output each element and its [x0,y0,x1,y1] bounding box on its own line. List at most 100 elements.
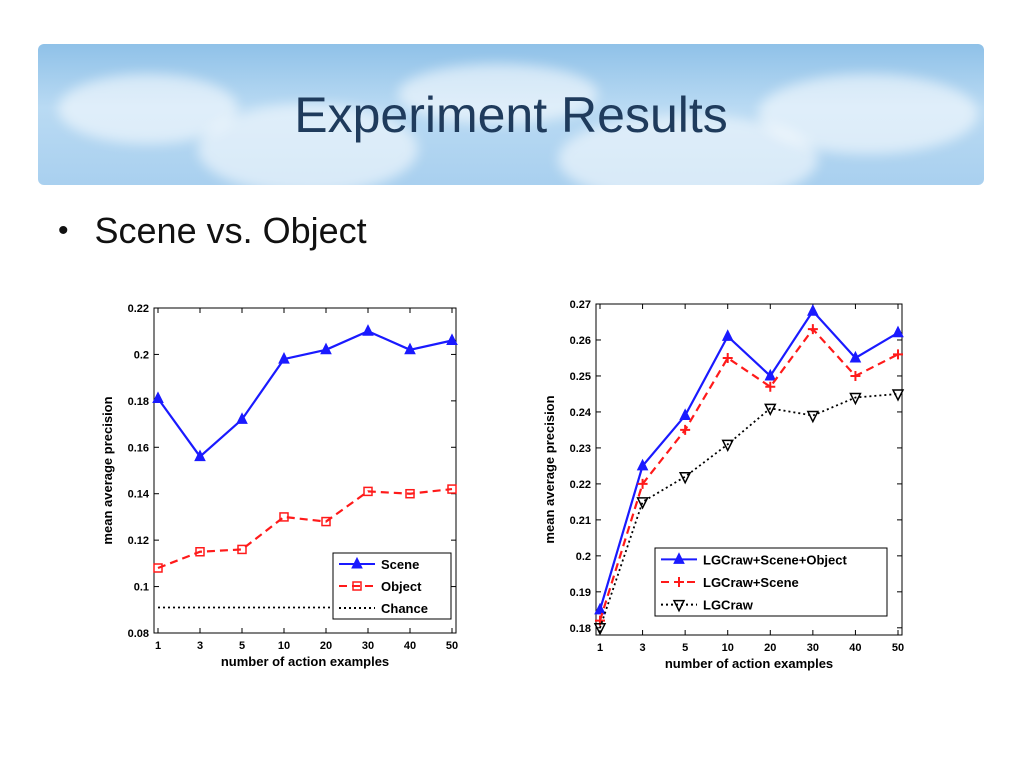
series-line-1 [157,487,453,570]
x-tick-label: 10 [278,640,290,652]
x-tick-label: 50 [892,642,904,654]
y-tick-label: 0.14 [128,489,150,501]
bullet-icon: • [58,214,69,247]
legend-label: LGCraw+Scene [703,575,799,590]
x-tick-label: 3 [197,640,203,652]
data-point-1-2 [680,424,691,435]
y-tick-label: 0.19 [570,587,591,599]
data-point-1-4 [321,516,331,527]
data-point-2-0 [593,623,607,636]
data-point-0-4 [764,368,777,381]
data-point-1-4 [765,381,776,392]
data-point-1-1 [195,547,205,557]
chart-lgcraw-combination: 0.18 0.19 0.2 0.21 0.22 0.23 0.24 0.25 0.26 0.27 1… [542,299,905,671]
data-point-1-3 [722,352,733,363]
y-tick-label: 0.16 [128,442,149,454]
data-point-2-5 [806,410,820,424]
y-tick-label: 0.21 [570,515,591,527]
data-point-1-0 [153,563,163,573]
y-tick-label: 0.24 [570,407,592,419]
legend-label: Scene [381,557,419,572]
series-line-2 [599,393,899,629]
y-tick-label: 0.22 [570,479,591,491]
data-point-0-6 [404,342,416,355]
data-point-0-6 [849,350,862,363]
data-point-2-4 [764,403,777,417]
data-point-0-3 [278,351,290,364]
legend-marker-2 [672,599,686,613]
data-point-0-1 [194,449,206,462]
legend-label: LGCraw [703,598,754,613]
x-tick-label: 50 [446,640,458,652]
x-axis-label: number of action examples [665,656,833,671]
legend-marker-1 [674,577,684,587]
legend-label: LGCraw+Scene+Object [703,552,847,567]
x-tick-label: 30 [807,642,819,654]
chart-scene-vs-object: 0.08 0.1 0.12 0.14 0.16 0.18 0.2 0.22 1 3 5 10 20 30 4… [100,303,458,669]
series-line-0 [157,330,453,459]
y-axis-label: mean average precision [100,396,115,544]
x-tick-label: 5 [239,640,245,652]
data-point-2-2 [678,471,692,485]
legend-label: Object [381,579,422,594]
data-point-1-6 [405,488,415,499]
data-point-1-5 [363,486,373,497]
y-tick-label: 0.2 [134,349,149,361]
x-tick-label: 1 [155,640,161,652]
series-line-0 [598,309,899,611]
x-tick-label: 5 [682,642,688,654]
bullet-text: Scene vs. Object [94,210,367,251]
data-point-0-3 [721,329,734,341]
data-point-0-0 [152,391,164,404]
y-tick-label: 0.18 [570,623,591,635]
legend-label: Chance [381,601,428,616]
y-tick-label: 0.27 [570,299,591,311]
x-axis-label: number of action examples [221,654,389,669]
data-point-0-1 [636,458,649,471]
data-point-0-7 [446,333,458,345]
x-tick-label: 3 [640,642,646,654]
x-tick-label: 30 [362,640,374,652]
data-point-1-2 [237,544,247,555]
x-tick-label: 20 [764,642,776,654]
y-tick-label: 0.22 [128,303,149,315]
data-point-2-3 [721,439,734,452]
data-point-0-2 [236,412,248,424]
y-tick-label: 0.08 [128,628,149,640]
data-point-1-6 [850,370,861,381]
data-point-0-5 [362,324,374,336]
data-point-0-2 [679,408,691,421]
data-point-2-7 [891,389,905,402]
y-tick-label: 0.26 [570,335,591,347]
data-point-1-3 [279,512,289,522]
y-tick-label: 0.2 [576,551,591,563]
data-point-1-7 [447,484,457,494]
x-tick-label: 40 [849,642,861,654]
data-point-2-1 [636,497,649,510]
y-tick-label: 0.23 [570,443,591,455]
y-tick-label: 0.12 [128,535,149,547]
slide-title: Experiment Results [294,86,728,143]
data-point-0-5 [807,304,819,316]
legend-marker-0 [351,556,363,569]
legend-marker-1 [352,581,362,591]
x-tick-label: 40 [404,640,416,652]
series-line-1 [598,327,899,621]
y-tick-label: 0.1 [134,582,149,594]
legend-marker-0 [673,552,685,564]
bullet-item: • Scene vs. Object [58,210,367,252]
data-point-0-0 [594,602,606,615]
x-tick-label: 20 [320,640,332,652]
data-point-0-7 [892,325,904,338]
data-point-1-1 [637,478,648,489]
data-point-0-4 [320,342,332,355]
y-tick-label: 0.18 [128,396,149,408]
data-point-1-5 [807,324,818,335]
x-tick-label: 1 [597,642,603,654]
title-banner: Experiment Results [38,44,984,185]
data-point-2-6 [849,392,862,406]
y-axis-label: mean average precision [542,395,557,543]
data-point-1-7 [893,349,903,360]
x-tick-label: 10 [722,642,734,654]
y-tick-label: 0.25 [570,371,591,383]
